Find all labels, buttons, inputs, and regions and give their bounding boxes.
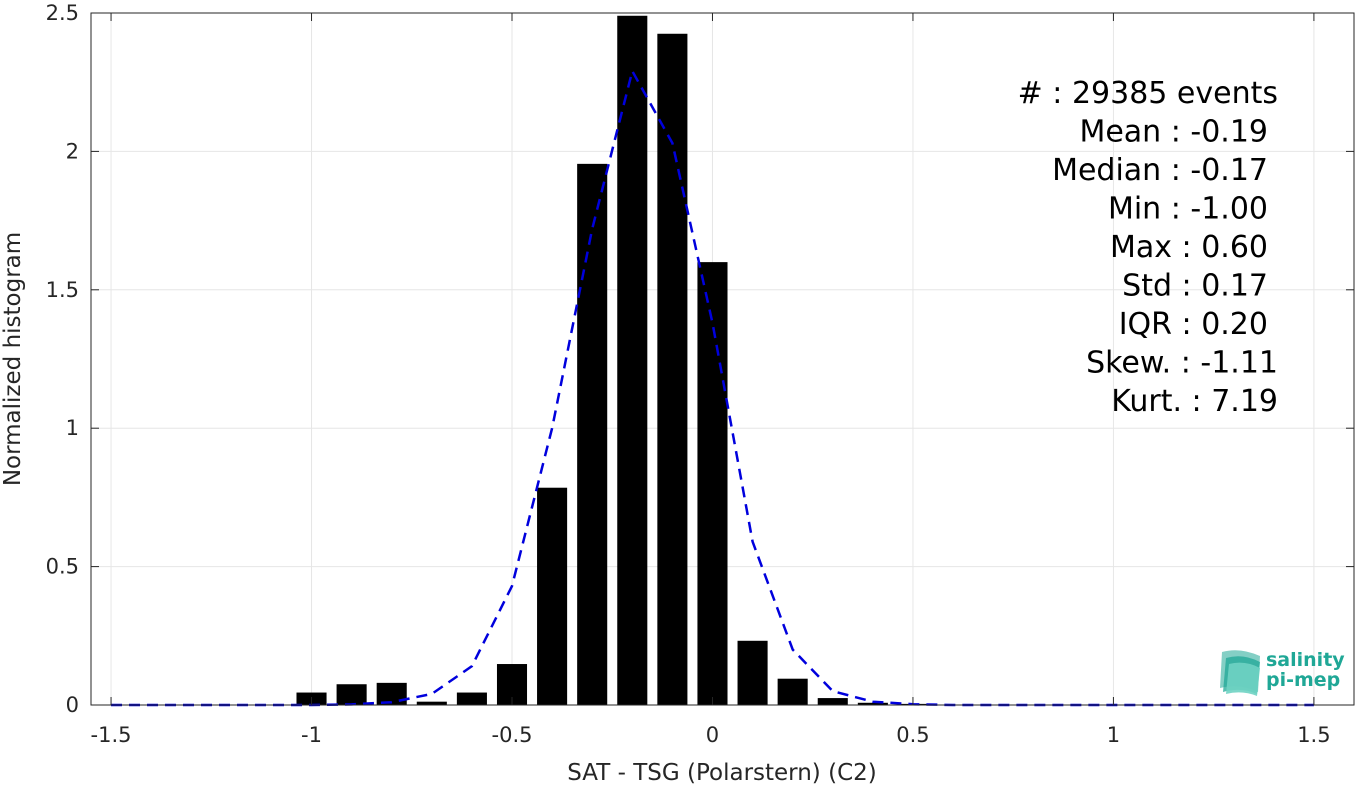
y-tick-label: 2 (66, 139, 79, 163)
x-tick-label: 1 (1107, 723, 1120, 747)
y-tick-label: 1.5 (46, 278, 79, 302)
x-tick-label: -0.5 (492, 723, 533, 747)
histogram-bar (817, 698, 848, 705)
histogram-bar (657, 33, 688, 705)
logo-line1: salinity (1266, 649, 1345, 671)
histogram-bar (577, 163, 608, 705)
x-tick-label: 1.5 (1297, 723, 1330, 747)
wave-logo-icon (1220, 650, 1260, 696)
histogram-bar (617, 15, 648, 705)
histogram-bar (336, 684, 367, 705)
histogram-bar (537, 487, 568, 705)
logo-line2: pi-mep (1266, 669, 1340, 691)
histogram-bar (857, 702, 888, 705)
histogram-bar (697, 262, 728, 705)
histogram-bar (456, 692, 487, 705)
stats-line: Mean : -0.19 (1079, 115, 1268, 150)
stats-line: # : 29385 events (1018, 76, 1278, 111)
stats-line: Skew. : -1.11 (1086, 346, 1278, 381)
stats-line: Max : 0.60 (1110, 230, 1268, 265)
histogram-bar (737, 640, 768, 705)
histogram-bar (777, 678, 808, 705)
y-tick-label: 2.5 (46, 1, 79, 25)
x-axis-label: SAT - TSG (Polarstern) (C2) (567, 760, 876, 785)
x-tick-label: 0.5 (896, 723, 929, 747)
y-tick-label: 0 (66, 693, 79, 717)
stats-line: Kurt. : 7.19 (1111, 384, 1278, 419)
bars (296, 15, 928, 705)
x-tick-label: 0 (706, 723, 719, 747)
axes: -1.5 -1 -0.5 0 0.5 1 1.5 0 0.5 1 1.5 2 2.5 (46, 1, 1354, 747)
histogram-bar (416, 701, 447, 705)
y-tick-label: 1 (66, 416, 79, 440)
x-tick-label: -1.5 (91, 723, 132, 747)
stats-line: Min : -1.00 (1108, 192, 1268, 227)
stats-line: Std : 0.17 (1122, 269, 1268, 304)
plot-frame (90, 12, 1355, 706)
y-axis-label: Normalized histogram (0, 232, 26, 486)
y-tick-label: 0.5 (46, 555, 79, 579)
x-tick-label: -1 (301, 723, 322, 747)
salinity-pi-mep-logo: salinity pi-mep (1220, 649, 1345, 696)
stats-line: IQR : 0.20 (1119, 307, 1268, 342)
stats-line: Median : -0.17 (1052, 153, 1268, 188)
